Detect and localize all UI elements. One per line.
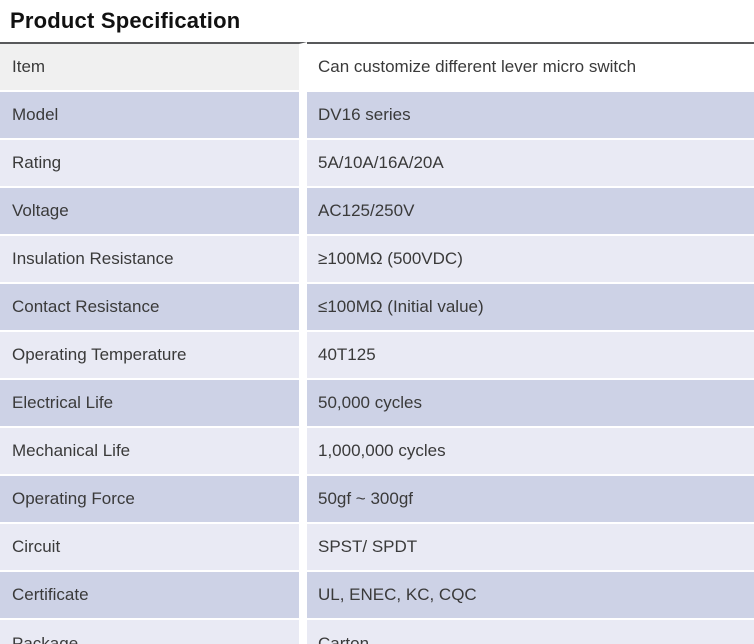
spec-value-cell: Carton xyxy=(307,620,754,644)
spec-label-cell: Mechanical Life xyxy=(0,428,307,476)
table-row: Operating Force 50gf ~ 300gf xyxy=(0,476,754,524)
table-row: Voltage AC125/250V xyxy=(0,188,754,236)
spec-label-cell: Operating Force xyxy=(0,476,307,524)
spec-label-cell: Package xyxy=(0,620,307,644)
spec-value-cell: 40T125 xyxy=(307,332,754,380)
spec-value-cell: 5A/10A/16A/20A xyxy=(307,140,754,188)
spec-label-cell: Certificate xyxy=(0,572,307,620)
spec-value-cell: DV16 series xyxy=(307,92,754,140)
spec-label-cell: Electrical Life xyxy=(0,380,307,428)
spec-value-cell: ≥100MΩ (500VDC) xyxy=(307,236,754,284)
spec-label-cell: Contact Resistance xyxy=(0,284,307,332)
spec-label-cell: Operating Temperature xyxy=(0,332,307,380)
table-row: Model DV16 series xyxy=(0,92,754,140)
spec-value-cell: ≤100MΩ (Initial value) xyxy=(307,284,754,332)
spec-value-cell: Can customize different lever micro swit… xyxy=(307,42,754,92)
table-row: Circuit SPST/ SPDT xyxy=(0,524,754,572)
table-row: Certificate UL, ENEC, KC, CQC xyxy=(0,572,754,620)
table-row: Rating 5A/10A/16A/20A xyxy=(0,140,754,188)
page-title: Product Specification xyxy=(10,8,241,33)
table-row: Item Can customize different lever micro… xyxy=(0,42,754,92)
spec-table: Item Can customize different lever micro… xyxy=(0,42,754,644)
spec-value-cell: UL, ENEC, KC, CQC xyxy=(307,572,754,620)
table-row: Mechanical Life 1,000,000 cycles xyxy=(0,428,754,476)
spec-value-cell: 50gf ~ 300gf xyxy=(307,476,754,524)
table-row: Package Carton xyxy=(0,620,754,644)
table-row: Insulation Resistance ≥100MΩ (500VDC) xyxy=(0,236,754,284)
spec-label-cell: Model xyxy=(0,92,307,140)
spec-label-cell: Circuit xyxy=(0,524,307,572)
table-row: Electrical Life 50,000 cycles xyxy=(0,380,754,428)
spec-value-cell: AC125/250V xyxy=(307,188,754,236)
spec-value-cell: 1,000,000 cycles xyxy=(307,428,754,476)
spec-label-cell: Insulation Resistance xyxy=(0,236,307,284)
spec-value-cell: SPST/ SPDT xyxy=(307,524,754,572)
table-row: Contact Resistance ≤100MΩ (Initial value… xyxy=(0,284,754,332)
spec-table-body: Item Can customize different lever micro… xyxy=(0,42,754,644)
spec-label-cell: Rating xyxy=(0,140,307,188)
spec-label-cell: Voltage xyxy=(0,188,307,236)
spec-value-cell: 50,000 cycles xyxy=(307,380,754,428)
table-row: Operating Temperature 40T125 xyxy=(0,332,754,380)
spec-label-cell: Item xyxy=(0,42,307,92)
